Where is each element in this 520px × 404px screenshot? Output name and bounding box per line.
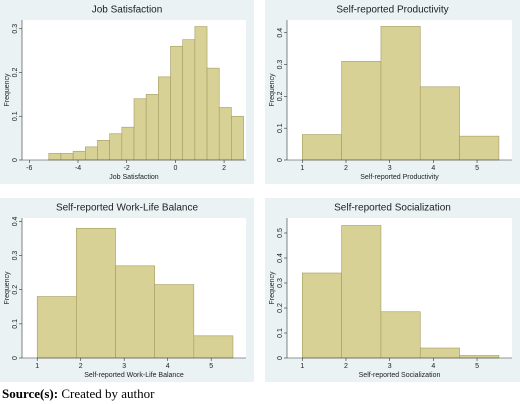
x-tick-label: 2 <box>344 363 348 370</box>
x-tick-label: 1 <box>300 363 304 370</box>
bar <box>115 265 155 359</box>
source-note: Source(s): Created by author <box>2 386 154 402</box>
y-tick-label: 0.2 <box>277 91 284 101</box>
bar <box>85 146 98 161</box>
y-tick-label: 0.3 <box>12 24 19 34</box>
x-axis-label: Self-reported Work-Life Balance <box>84 372 184 379</box>
bar <box>158 76 171 161</box>
bar <box>109 133 123 161</box>
x-tick-label: 2 <box>344 165 348 172</box>
bar <box>154 284 195 359</box>
bar <box>341 61 382 161</box>
bar <box>231 115 244 161</box>
x-axis-label: Self-reported Productivity <box>360 174 439 181</box>
bar <box>60 153 74 161</box>
chart-title: Self-reported Productivity <box>336 5 448 16</box>
y-tick-label: 0.4 <box>277 28 284 38</box>
x-tick-label: 3 <box>388 165 392 172</box>
bar <box>97 140 110 161</box>
bar <box>182 39 196 161</box>
bar <box>36 296 77 359</box>
bar <box>419 86 460 161</box>
bar <box>380 26 421 161</box>
x-tick-label: -2 <box>124 165 130 172</box>
bar <box>193 335 234 359</box>
y-tick-label: 0 <box>277 158 284 162</box>
bar <box>218 107 232 161</box>
chart-title: Self-reported Socialization <box>334 203 451 214</box>
x-tick-label: 2 <box>222 165 226 172</box>
y-axis-label: Frequency <box>4 73 11 107</box>
bar <box>170 45 183 161</box>
y-tick-label: 0.1 <box>12 319 19 329</box>
bar <box>459 355 500 359</box>
bar <box>72 150 86 161</box>
y-tick-label: 0.4 <box>12 216 19 226</box>
bar <box>459 135 500 161</box>
x-tick-label: 4 <box>166 363 170 370</box>
x-tick-label: 5 <box>475 363 479 370</box>
y-tick-label: 0.2 <box>277 303 284 313</box>
bar <box>121 126 135 161</box>
bar <box>341 225 382 359</box>
y-tick-label: 0.3 <box>12 251 19 261</box>
source-text: Created by author <box>61 386 155 401</box>
bar <box>48 153 62 161</box>
x-tick-label: -6 <box>26 165 32 172</box>
y-axis-label: Frequency <box>269 271 276 305</box>
chart-panel: Job Satisfaction Job Satisfaction Frequenc… <box>0 0 254 184</box>
chart-panel: Self-reported Work-Life Balance Self-repo… <box>0 198 254 382</box>
chart-title: Job Satisfaction <box>92 5 163 16</box>
source-label: Source(s): <box>2 386 59 401</box>
y-axis-label: Frequency <box>4 271 11 305</box>
chart-panel: Self-reported Socialization Self-reported… <box>265 198 520 382</box>
x-tick-label: 4 <box>431 363 435 370</box>
bar <box>206 67 220 161</box>
y-tick-label: 0.3 <box>277 60 284 70</box>
y-tick-label: 0.1 <box>277 328 284 338</box>
y-tick-label: 0.1 <box>12 111 19 121</box>
y-tick-label: 0 <box>12 356 19 360</box>
x-axis-label: Job Satisfaction <box>109 174 159 181</box>
bar <box>145 94 159 161</box>
x-tick-label: 5 <box>209 363 213 370</box>
x-tick-label: 1 <box>35 363 39 370</box>
bar <box>194 26 208 161</box>
x-tick-label: 4 <box>431 165 435 172</box>
bar <box>419 347 460 359</box>
bar <box>380 311 421 359</box>
x-tick-label: 5 <box>475 165 479 172</box>
y-tick-label: 0 <box>277 356 284 360</box>
x-tick-label: 3 <box>122 363 126 370</box>
y-tick-label: 0 <box>12 158 19 162</box>
x-tick-label: 0 <box>173 165 177 172</box>
y-axis-label: Frequency <box>269 73 276 107</box>
bar <box>301 134 342 161</box>
x-tick-label: 1 <box>300 165 304 172</box>
y-tick-label: 0.1 <box>277 123 284 133</box>
bar <box>133 98 147 161</box>
x-tick-label: 2 <box>79 363 83 370</box>
y-tick-label: 0.4 <box>277 253 284 263</box>
x-axis-label: Self-reported Socialization <box>359 372 441 379</box>
y-tick-label: 0.5 <box>277 228 284 238</box>
y-tick-label: 0.2 <box>12 68 19 78</box>
y-tick-label: 0.2 <box>12 285 19 295</box>
y-tick-label: 0.3 <box>277 278 284 288</box>
bar <box>301 272 342 359</box>
bar <box>76 227 116 359</box>
chart-title: Self-reported Work-Life Balance <box>56 203 199 214</box>
chart-panel: Self-reported Productivity Self-reported … <box>265 0 520 184</box>
x-tick-label: -4 <box>75 165 81 172</box>
x-tick-label: 3 <box>388 363 392 370</box>
